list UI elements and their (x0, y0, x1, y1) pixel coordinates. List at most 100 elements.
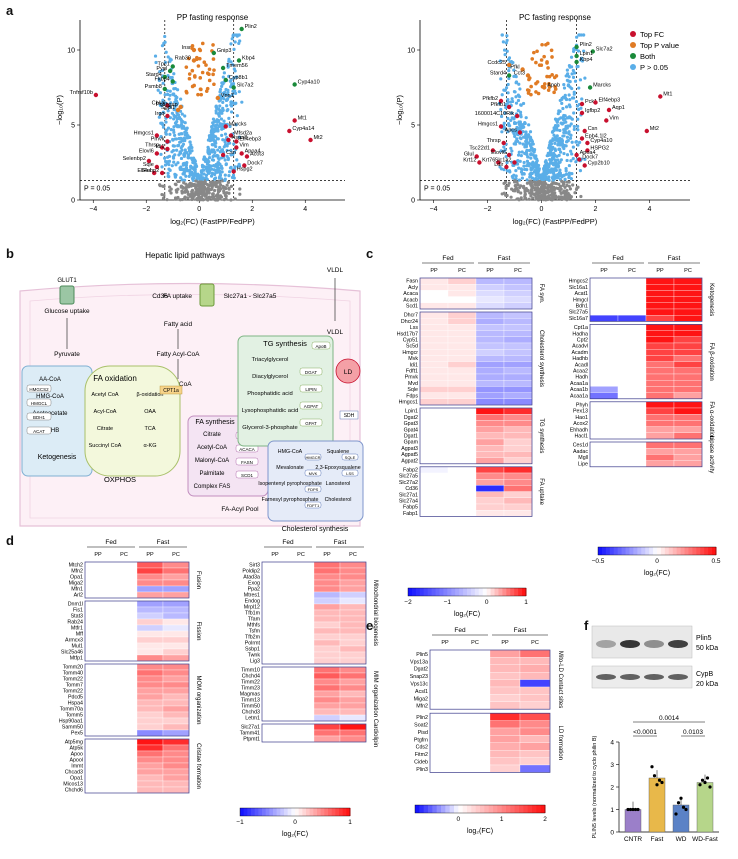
gene-row-label: Acadl (575, 362, 588, 368)
heat-cell (617, 361, 647, 368)
colorbar-segment (273, 808, 278, 816)
heat-cell (313, 708, 341, 716)
colorbar-segment (482, 588, 488, 596)
volcano-point (218, 169, 222, 173)
heat-cell (287, 708, 315, 716)
heat-cell (475, 510, 505, 517)
volcano-point (559, 158, 563, 162)
heat-cell (339, 645, 367, 653)
gene-row-label: Hsd17b7 (397, 331, 418, 337)
heat-cell (503, 284, 533, 291)
volcano-point (221, 75, 225, 79)
heat-cell (162, 774, 190, 782)
blot-label: Plin5 (696, 635, 712, 642)
heat-cell (110, 618, 138, 626)
heat-cell (162, 756, 190, 764)
heat-cell (136, 744, 164, 752)
volcano-point (238, 187, 242, 191)
volcano-point (204, 192, 209, 196)
gene-row-label: Gpat3 (404, 421, 418, 427)
volcano-point (558, 184, 563, 189)
gene-row-label: Mgll (578, 455, 588, 461)
gene-row-label: Phyh (576, 403, 588, 409)
volcano-point (170, 111, 174, 115)
heat-cell (617, 284, 647, 291)
gene-label: Apoa4 (245, 149, 261, 155)
colorbar-segment (510, 588, 515, 596)
volcano-point (218, 87, 223, 92)
volcano-point (205, 86, 210, 91)
gene-label: Elf4ebp3 (239, 137, 261, 143)
heat-cell (475, 386, 505, 393)
volcano-point (187, 184, 191, 189)
heat-cell (447, 510, 477, 517)
heat-cell (673, 342, 703, 350)
volcano-point (161, 110, 166, 114)
volcano-point (223, 90, 227, 95)
heat-cell (589, 380, 619, 387)
gene-row-label: Acaa1a (570, 381, 588, 387)
colorbar-segment (320, 808, 325, 816)
volcano-point (579, 194, 583, 199)
header-fed: Fed (612, 255, 624, 262)
group-label: Cholesterol synthesis (538, 330, 544, 387)
heat-cell (589, 284, 619, 291)
volcano-point (156, 88, 160, 92)
volcano-point (182, 181, 186, 185)
volcano-point (506, 130, 510, 134)
heat-cell (110, 681, 138, 689)
heat-cell (503, 349, 533, 356)
heat-cell (110, 738, 138, 746)
heat-cell (313, 729, 341, 737)
volcano-point (194, 179, 198, 183)
highlight-point (170, 79, 175, 84)
volcano-point (217, 114, 221, 118)
heat-cell (475, 414, 505, 421)
volcano-point (531, 196, 535, 200)
colorbar-segment (240, 808, 245, 816)
f-x-tick: WD (676, 836, 687, 843)
heat-cell (110, 567, 138, 575)
heat-cell (419, 451, 449, 458)
gene-row-label: Chchd6 (65, 788, 83, 794)
header-sub: PP (271, 552, 279, 558)
heat-cell (447, 342, 477, 350)
header-sub: PC (531, 640, 539, 646)
heat-cell (447, 420, 477, 427)
heat-cell (313, 585, 341, 593)
volcano-point (212, 139, 217, 143)
heat-cell (162, 723, 190, 731)
volcano-point (519, 115, 523, 119)
colorbar-segment (688, 547, 693, 555)
volcano-point (226, 97, 230, 101)
heat-cell (645, 324, 675, 331)
volcano-point (564, 169, 568, 173)
colorbar-segment (428, 805, 433, 813)
heat-cell (419, 432, 449, 440)
heat-cell (419, 349, 449, 356)
colorbar-segment (641, 547, 646, 555)
highlight-point (234, 145, 239, 150)
heat-cell (261, 627, 289, 635)
volcano-point (216, 126, 220, 130)
colorbar-segment (265, 808, 270, 816)
colorbar-tick: −1 (444, 599, 452, 606)
heat-cell (162, 624, 190, 632)
volcano-point (166, 55, 170, 59)
heat-cell (110, 561, 138, 569)
volcano-point (177, 179, 181, 184)
volcano-point (579, 58, 583, 62)
heat-cell (339, 690, 367, 698)
heat-cell (419, 420, 449, 427)
colorbar-segment (247, 808, 252, 816)
heat-cell (645, 448, 675, 455)
heat-cell (136, 591, 164, 599)
volcano-point (199, 92, 204, 97)
volcano-point (574, 99, 579, 104)
colorbar-segment (447, 588, 452, 596)
f-point (698, 783, 702, 787)
heat-cell (519, 649, 551, 658)
heat-cell (136, 687, 164, 695)
volcano-point (211, 158, 216, 162)
plin5-band (644, 640, 664, 648)
